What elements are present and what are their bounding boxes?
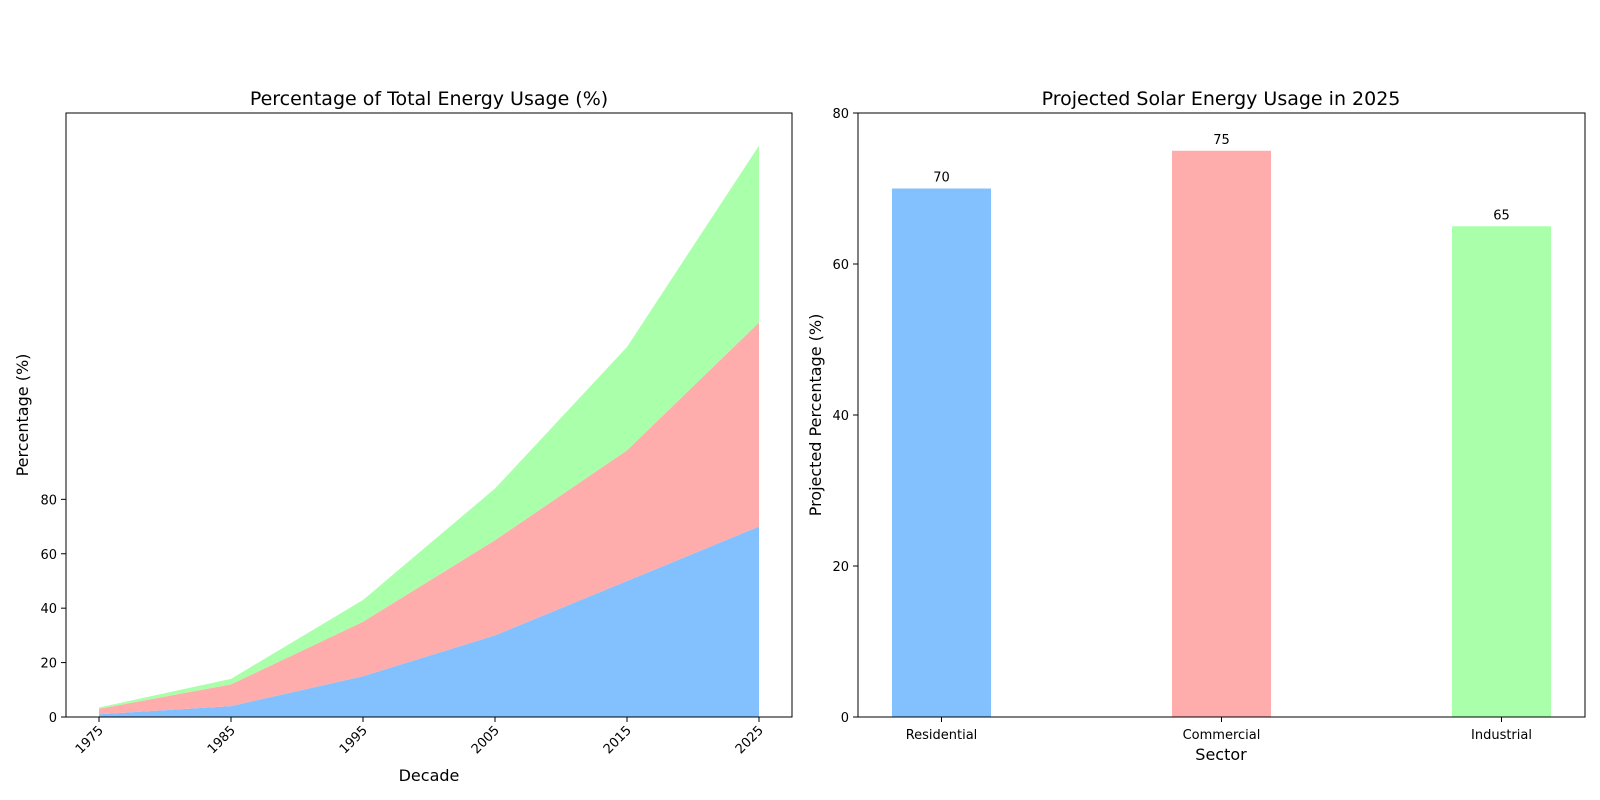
area-y-axis-label: Percentage (%) bbox=[13, 354, 32, 477]
bar-value-label: 75 bbox=[1213, 133, 1230, 148]
area-x-axis-label: Decade bbox=[399, 766, 460, 785]
x-tick-label: 2005 bbox=[469, 723, 503, 757]
area-series-group bbox=[99, 145, 759, 717]
bar-x-axis-ticks: Residential Commercial Industrial bbox=[906, 717, 1532, 743]
bar-chart: Projected Solar Energy Usage in 2025 707… bbox=[806, 88, 1586, 764]
bar-y-axis-ticks: 0 20 40 60 80 bbox=[832, 107, 858, 726]
x-tick-label: 2015 bbox=[601, 723, 635, 757]
area-chart-frame bbox=[65, 112, 793, 718]
y-tick-label: 40 bbox=[40, 602, 57, 617]
bar-industrial bbox=[1452, 226, 1551, 717]
area-chart: Percentage of Total Energy Usage (%) 0 20… bbox=[13, 88, 793, 785]
y-tick-label: 80 bbox=[40, 493, 57, 508]
bar-value-label: 65 bbox=[1493, 208, 1510, 223]
area-x-axis-ticks: 1975 1985 1995 2005 2015 2025 bbox=[73, 717, 767, 757]
area-y-axis-ticks: 0 20 40 60 80 bbox=[40, 493, 66, 726]
bar-y-axis-label: Projected Percentage (%) bbox=[806, 314, 825, 517]
bar-value-label: 70 bbox=[933, 171, 950, 186]
x-tick-label: 1975 bbox=[73, 723, 107, 757]
y-tick-label: 60 bbox=[832, 258, 849, 273]
bar-series-group: 70 75 65 bbox=[892, 133, 1551, 717]
y-tick-label: 0 bbox=[841, 711, 849, 726]
y-tick-label: 0 bbox=[49, 711, 57, 726]
area-series-3 bbox=[99, 145, 759, 709]
x-tick-label: Commercial bbox=[1183, 728, 1261, 743]
x-tick-label: 1995 bbox=[337, 723, 371, 757]
y-tick-label: 60 bbox=[40, 548, 57, 563]
x-tick-label: Residential bbox=[906, 728, 978, 743]
bar-chart-title: Projected Solar Energy Usage in 2025 bbox=[1042, 88, 1401, 110]
x-tick-label: Industrial bbox=[1471, 728, 1532, 743]
y-tick-label: 40 bbox=[832, 409, 849, 424]
area-series-1 bbox=[99, 526, 759, 717]
y-tick-label: 20 bbox=[40, 657, 57, 672]
bar-commercial bbox=[1172, 150, 1271, 717]
area-chart-title: Percentage of Total Energy Usage (%) bbox=[250, 88, 608, 110]
y-tick-label: 80 bbox=[832, 107, 849, 122]
bar-residential bbox=[892, 188, 991, 717]
y-tick-label: 20 bbox=[832, 560, 849, 575]
bar-x-axis-label: Sector bbox=[1195, 745, 1247, 764]
area-series-2 bbox=[99, 322, 759, 715]
x-tick-label: 2025 bbox=[733, 723, 767, 757]
x-tick-label: 1985 bbox=[205, 723, 239, 757]
